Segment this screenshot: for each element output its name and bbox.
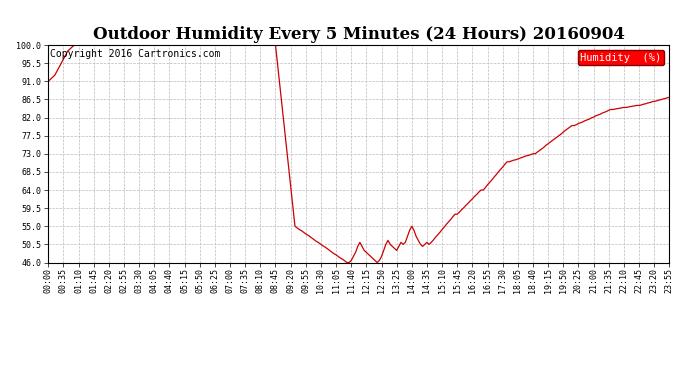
Legend: Humidity  (%): Humidity (%): [578, 50, 664, 65]
Text: Copyright 2016 Cartronics.com: Copyright 2016 Cartronics.com: [50, 50, 220, 59]
Title: Outdoor Humidity Every 5 Minutes (24 Hours) 20160904: Outdoor Humidity Every 5 Minutes (24 Hou…: [93, 27, 624, 44]
